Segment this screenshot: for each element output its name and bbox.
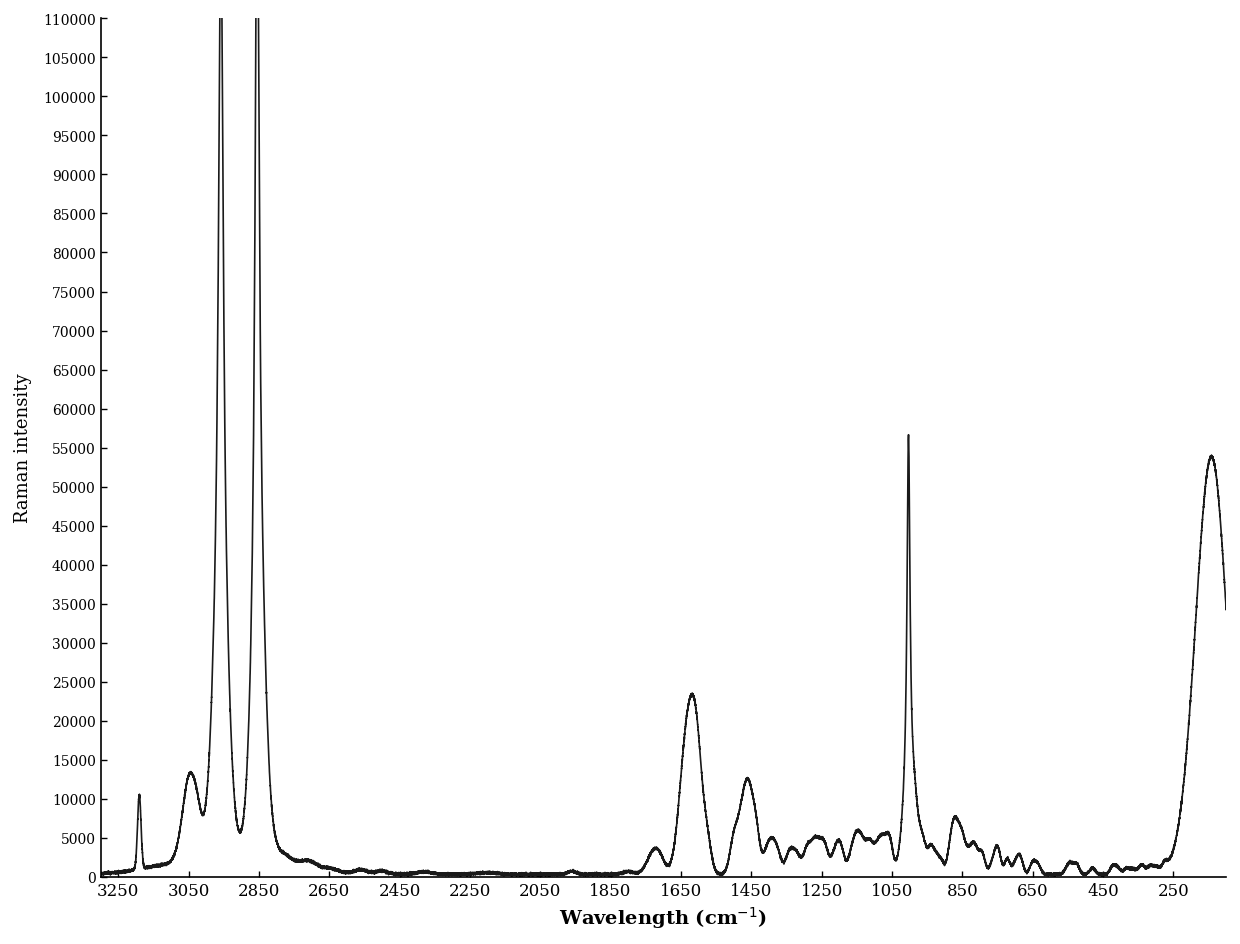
Y-axis label: Raman intensity: Raman intensity [14,374,32,523]
X-axis label: Wavelength (cm$^{-1}$): Wavelength (cm$^{-1}$) [559,904,768,930]
